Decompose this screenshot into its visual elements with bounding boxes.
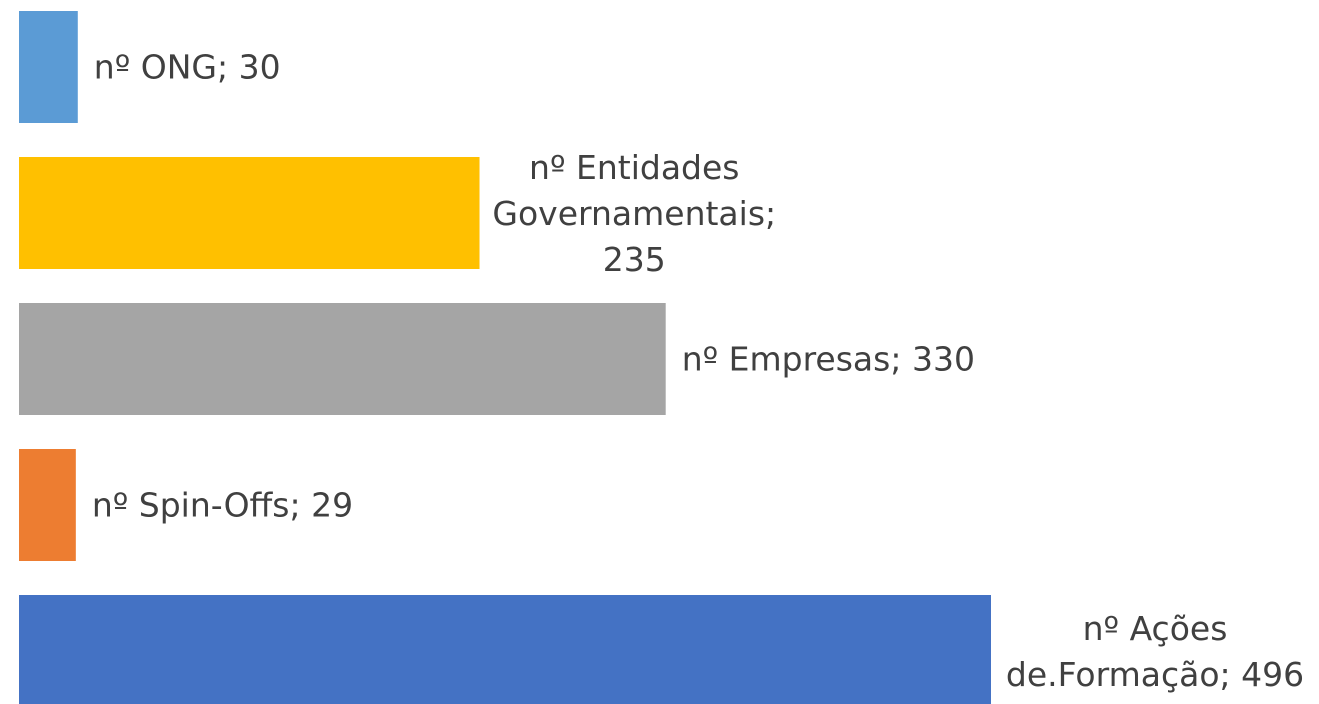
data-label-2-line-2: Governamentais; — [492, 194, 776, 233]
data-label-2: nº Entidades Governamentais; 235 — [492, 148, 776, 279]
data-label-2-line-1: nº Entidades — [529, 148, 739, 187]
data-label-2-line-3: 235 — [603, 240, 666, 279]
bar-2 — [19, 157, 480, 269]
bar-3 — [19, 303, 666, 415]
data-label-3: nº Empresas; 330 — [682, 340, 975, 379]
data-label-5-line-1: nº Ações — [1083, 609, 1228, 648]
data-label-5-line-2: de.Formação; 496 — [1006, 655, 1304, 694]
data-label-4: nº Spin-Offs; 29 — [92, 486, 353, 525]
bar-4 — [19, 449, 76, 561]
bar-1 — [19, 11, 78, 123]
data-label-1: nº ONG; 30 — [94, 48, 281, 87]
data-label-5: nº Ações de.Formação; 496 — [1006, 609, 1304, 694]
bar-5 — [19, 595, 991, 704]
